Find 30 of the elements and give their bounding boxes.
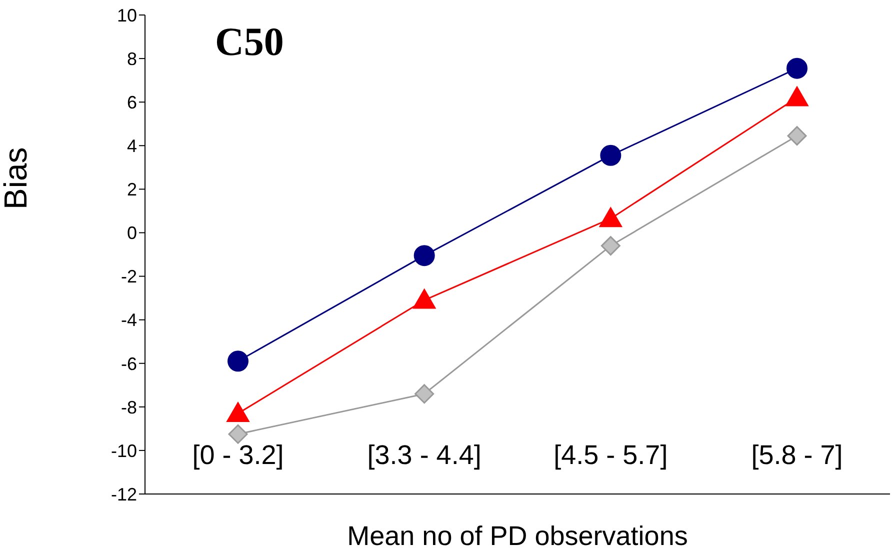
y-tick-label: 4	[126, 136, 137, 156]
y-tick-label: -4	[120, 310, 137, 330]
y-tick-label: -2	[120, 266, 137, 287]
point	[414, 384, 434, 404]
x-tick-label: [5.8 - 7]	[751, 440, 843, 470]
y-tick-label: 8	[126, 48, 137, 69]
point	[599, 207, 622, 228]
x-axis-title: Mean no of PD observations	[347, 521, 688, 551]
point	[228, 350, 248, 372]
point	[228, 424, 248, 444]
y-tick-label: -8	[120, 397, 137, 418]
y-tick-label: -6	[120, 354, 137, 374]
y-tick-label: 0	[126, 223, 137, 244]
y-tick-label: -12	[110, 484, 137, 504]
y-tick-label: 6	[126, 92, 137, 112]
x-tick-label: [0 - 3.2]	[192, 440, 284, 470]
point	[600, 236, 620, 256]
point	[600, 144, 622, 166]
y-tick-label: 10	[116, 5, 137, 26]
point	[412, 288, 436, 309]
point	[787, 126, 807, 146]
y-tick-label: -10	[110, 440, 137, 461]
y-tick-label: 2	[126, 180, 137, 200]
y-axis-title: Bias	[0, 147, 34, 210]
x-tick-label: [3.3 - 4.4]	[367, 440, 482, 470]
point	[786, 86, 808, 106]
point	[786, 58, 808, 79]
chart-title: C50	[215, 19, 284, 64]
point	[414, 245, 435, 266]
x-tick-label: [4.5 - 5.7]	[554, 440, 668, 470]
